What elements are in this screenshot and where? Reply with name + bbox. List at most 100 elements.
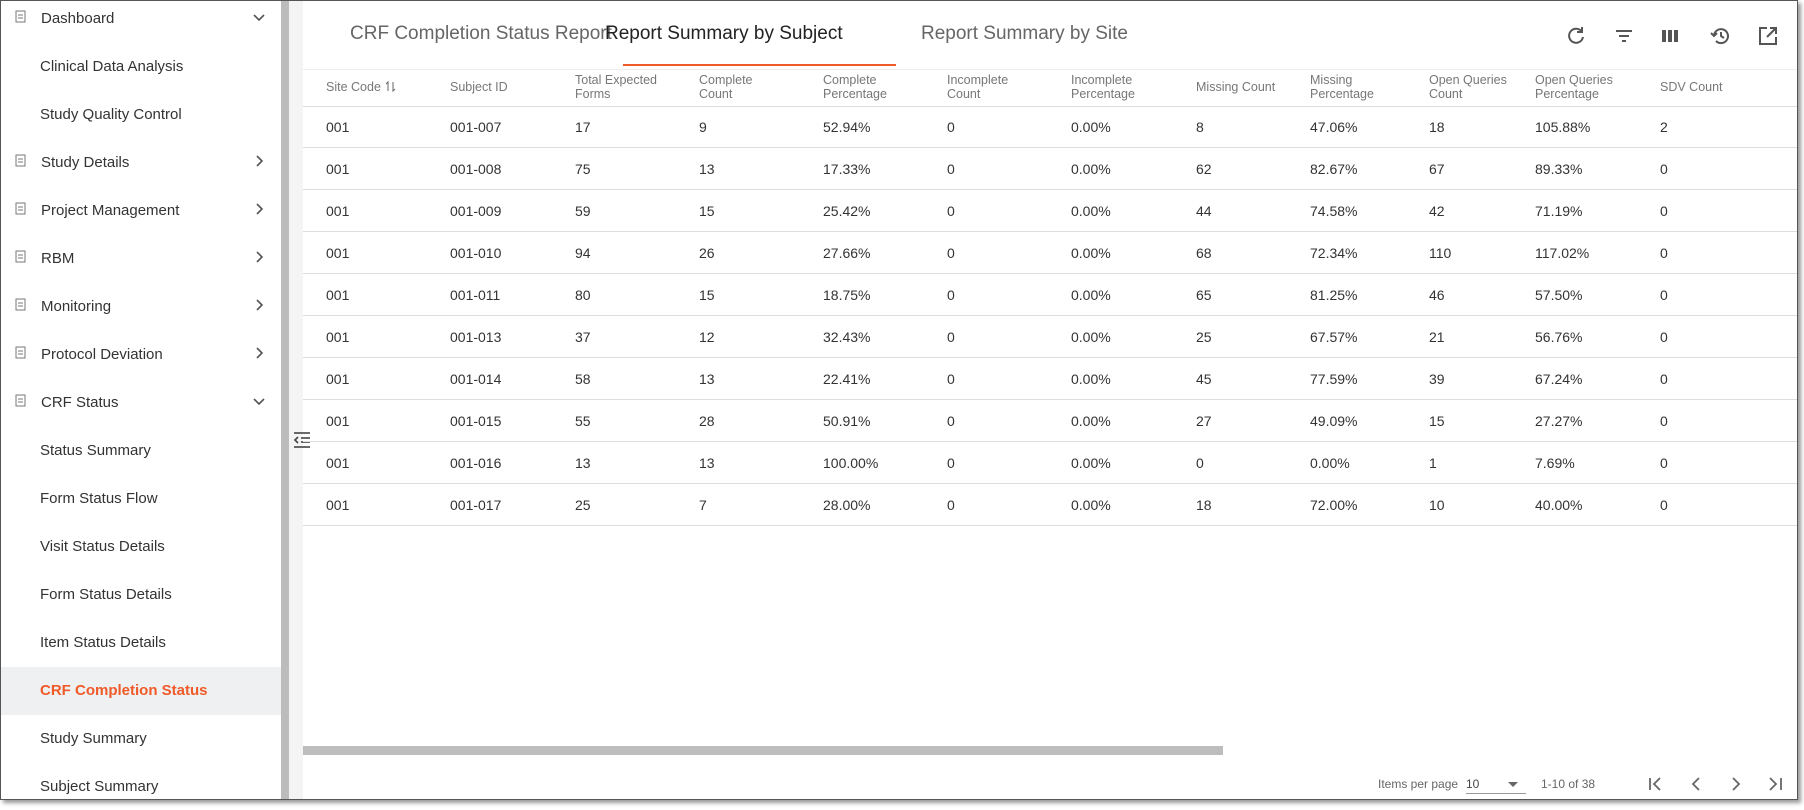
column-header: Complete Percentage	[823, 73, 887, 101]
nav-item[interactable]: Visit Status Details	[40, 538, 165, 555]
group-icon	[15, 10, 26, 23]
columns-button[interactable]	[1659, 25, 1681, 47]
cell: 0.00%	[1071, 287, 1111, 303]
sidebar-scrollbar[interactable]	[281, 1, 289, 799]
chevron[interactable]	[251, 393, 267, 409]
cell: 68	[1196, 245, 1212, 261]
cell: 117.02%	[1535, 245, 1590, 261]
cell: 25.42%	[823, 203, 871, 219]
cell: 0	[1660, 497, 1668, 513]
cell: 21	[1429, 329, 1445, 345]
cell: 0	[947, 455, 955, 471]
cell: 65	[1196, 287, 1212, 303]
cell: 001	[326, 119, 350, 135]
table-row	[303, 148, 1797, 190]
previous-page[interactable]	[1686, 774, 1706, 794]
table-header	[303, 69, 1797, 107]
chevron[interactable]	[251, 249, 267, 265]
cell: 67.57%	[1310, 329, 1358, 345]
filter-button[interactable]	[1613, 25, 1635, 47]
tab[interactable]: Report Summary by Subject	[605, 23, 843, 44]
tab-underline	[623, 64, 896, 66]
nav-item[interactable]: Subject Summary	[40, 778, 159, 795]
cell: 13	[575, 455, 591, 471]
open-external-button[interactable]	[1757, 25, 1779, 47]
cell: 0	[1660, 245, 1668, 261]
chevron[interactable]	[251, 345, 267, 361]
nav-item[interactable]: Form Status Flow	[40, 490, 158, 507]
page-range: 1-10 of 38	[1541, 777, 1596, 791]
cell: 0	[1660, 287, 1668, 303]
cell: 0	[947, 287, 955, 303]
table-row	[303, 316, 1797, 358]
cell: 72.34%	[1310, 245, 1358, 261]
column-header: Subject ID	[450, 80, 508, 94]
nav-item[interactable]: CRF Completion Status	[40, 682, 208, 699]
cell: 13	[699, 455, 715, 471]
group-icon	[15, 202, 26, 215]
cell: 001-008	[450, 161, 502, 177]
history-button[interactable]	[1709, 25, 1731, 47]
cell: 001	[326, 161, 350, 177]
cell: 001	[326, 203, 350, 219]
cell: 55	[575, 413, 591, 429]
cell: 59	[575, 203, 591, 219]
nav-group[interactable]: Dashboard	[41, 10, 115, 27]
nav-item[interactable]: Study Summary	[40, 730, 147, 747]
cell: 001	[326, 413, 350, 429]
table-row	[303, 442, 1797, 484]
sort-icon[interactable]	[385, 79, 397, 93]
cell: 28.00%	[823, 497, 871, 513]
cell: 45	[1196, 371, 1212, 387]
next-page[interactable]	[1726, 774, 1746, 794]
cell: 001	[326, 371, 350, 387]
column-header[interactable]: Site Code	[326, 80, 381, 94]
cell: 001-010	[450, 245, 502, 261]
nav-item[interactable]: Item Status Details	[40, 634, 166, 651]
cell: 001-016	[450, 455, 502, 471]
cell: 0.00%	[1071, 203, 1111, 219]
cell: 001-015	[450, 413, 502, 429]
cell: 58	[575, 371, 591, 387]
page-size[interactable]: 10	[1466, 777, 1526, 794]
horizontal-scrollbar[interactable]	[303, 746, 1223, 755]
cell: 0	[947, 203, 955, 219]
cell: 0.00%	[1071, 119, 1111, 135]
nav-group[interactable]: Project Management	[41, 202, 180, 219]
table-row	[303, 358, 1797, 400]
cell: 0	[947, 329, 955, 345]
cell: 001-014	[450, 371, 502, 387]
nav-group[interactable]: RBM	[41, 250, 75, 267]
group-icon	[15, 298, 26, 311]
nav-item[interactable]: Clinical Data Analysis	[40, 58, 184, 75]
nav-item[interactable]: Status Summary	[40, 442, 151, 459]
cell: 0	[947, 245, 955, 261]
nav-group[interactable]: Monitoring	[41, 298, 112, 315]
chevron[interactable]	[251, 153, 267, 169]
first-page[interactable]	[1646, 774, 1666, 794]
tab[interactable]: CRF Completion Status Report	[350, 23, 612, 44]
main: CRF Completion Status Report Report Summa…	[303, 1, 1797, 799]
last-page[interactable]	[1765, 774, 1785, 794]
table-row	[303, 274, 1797, 316]
cell: 0	[1660, 371, 1668, 387]
refresh-button[interactable]	[1565, 25, 1587, 47]
cell: 25	[575, 497, 591, 513]
nav-group[interactable]: CRF Status	[41, 394, 119, 411]
page-size-arrow[interactable]	[1506, 779, 1520, 789]
cell: 15	[699, 203, 715, 219]
nav-group[interactable]: Study Details	[41, 154, 130, 171]
nav-group[interactable]: Protocol Deviation	[41, 346, 163, 363]
chevron[interactable]	[251, 201, 267, 217]
nav-item[interactable]: Form Status Details	[40, 586, 172, 603]
cell: 49.09%	[1310, 413, 1358, 429]
cell: 22.41%	[823, 371, 871, 387]
cell: 0.00%	[1071, 497, 1111, 513]
cell: 27.66%	[823, 245, 871, 261]
cell: 56.76%	[1535, 329, 1583, 345]
chevron[interactable]	[251, 297, 267, 313]
collapse-sidebar[interactable]	[292, 430, 312, 450]
nav-item[interactable]: Study Quality Control	[40, 106, 182, 123]
tab[interactable]: Report Summary by Site	[921, 23, 1128, 44]
chevron[interactable]	[251, 9, 267, 25]
